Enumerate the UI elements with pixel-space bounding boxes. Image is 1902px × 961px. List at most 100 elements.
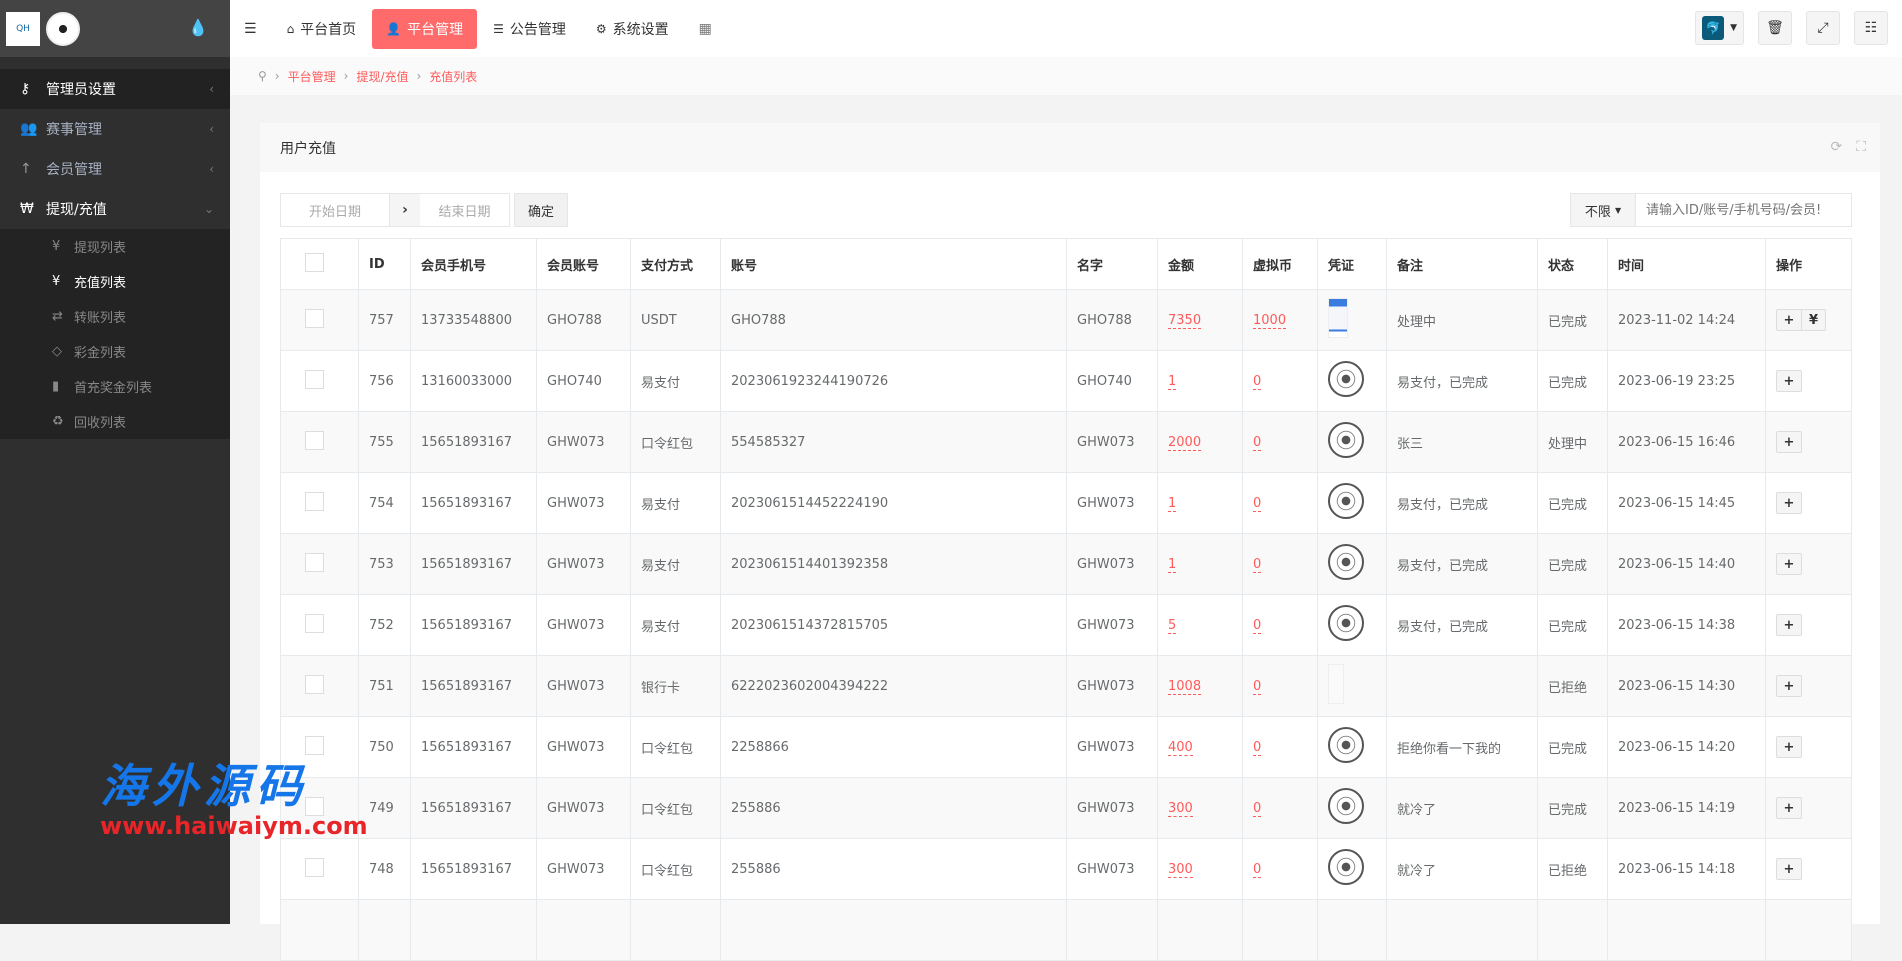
amount-editable[interactable]: 5 — [1168, 617, 1177, 634]
table-row: 753 15651893167 GHW073 易支付 20230615144013923… — [280, 533, 1852, 595]
amount-editable[interactable]: 1 — [1168, 373, 1177, 390]
coin-editable[interactable]: 0 — [1253, 739, 1262, 756]
coin-editable[interactable]: 0 — [1253, 800, 1262, 817]
status-cell: 已拒绝 — [1537, 655, 1608, 717]
user-avatar-dropdown[interactable]: 🐬 ▼ — [1695, 11, 1744, 45]
search-input[interactable] — [1636, 193, 1852, 227]
refresh-icon[interactable]: ⟳ — [1830, 139, 1843, 155]
pay-method-cell: 口令红包 — [630, 716, 721, 778]
row-checkbox[interactable] — [305, 735, 324, 755]
id-cell: 750 — [358, 716, 411, 778]
grid-icon[interactable]: ▦ — [698, 20, 712, 37]
amount-editable[interactable]: 400 — [1168, 739, 1193, 756]
exchange-icon: ⇄ — [52, 309, 63, 324]
time-cell: 2023-06-15 14:38 — [1607, 594, 1766, 656]
voucher-image[interactable] — [1328, 483, 1364, 519]
note-cell: 就冷了 — [1386, 777, 1538, 839]
coin-cell: 0 — [1242, 838, 1318, 900]
menu-toggle-button[interactable]: ☰ — [244, 20, 257, 37]
submenu-item[interactable]: ¥ 提现列表 — [0, 229, 230, 264]
coin-editable[interactable]: 1000 — [1253, 312, 1287, 329]
row-checkbox[interactable] — [305, 857, 324, 877]
breadcrumb-item[interactable]: 平台管理 — [287, 69, 336, 84]
coin-editable[interactable]: 0 — [1253, 861, 1262, 878]
submenu-item[interactable]: ⇄ 转账列表 — [0, 299, 230, 334]
filter-select[interactable]: 不限 ▼ — [1570, 193, 1636, 227]
plus-icon[interactable]: + — [1783, 312, 1795, 328]
voucher-image[interactable] — [1328, 664, 1344, 704]
plus-icon[interactable]: + — [1783, 556, 1795, 572]
coin-editable[interactable]: 0 — [1253, 617, 1262, 634]
row-checkbox[interactable] — [305, 796, 324, 816]
coin-editable[interactable]: 0 — [1253, 678, 1262, 695]
row-checkbox[interactable] — [305, 369, 324, 389]
submenu-item[interactable]: ▮ 首充奖金列表 — [0, 369, 230, 404]
plus-icon[interactable]: + — [1783, 434, 1795, 450]
plus-icon[interactable]: + — [1783, 678, 1795, 694]
plus-icon[interactable]: + — [1783, 373, 1795, 389]
column-header: 金额 — [1157, 238, 1243, 290]
tab-nav-item[interactable]: ⚙ 系统设置 — [582, 9, 683, 49]
row-checkbox[interactable] — [305, 552, 324, 572]
amount-cell: 300 — [1157, 777, 1243, 839]
coin-cell: 0 — [1242, 411, 1318, 473]
breadcrumb-item[interactable]: 提现/充值 — [356, 69, 409, 84]
row-checkbox[interactable] — [305, 491, 324, 511]
submenu-item[interactable]: ¥ 充值列表 — [0, 264, 230, 299]
amount-editable[interactable]: 300 — [1168, 861, 1193, 878]
fullscreen-button[interactable]: ⤢ — [1806, 11, 1840, 45]
phone-cell: 13160033000 — [410, 350, 537, 412]
coin-editable[interactable]: 0 — [1253, 434, 1262, 451]
submenu-item[interactable]: ♻ 回收列表 — [0, 404, 230, 439]
tab-nav-item[interactable]: ⌂ 平台首页 — [273, 9, 371, 49]
voucher-image[interactable] — [1328, 727, 1364, 763]
amount-editable[interactable]: 1 — [1168, 495, 1177, 512]
row-checkbox[interactable] — [305, 430, 324, 450]
voucher-image[interactable] — [1328, 361, 1364, 397]
coin-editable[interactable]: 0 — [1253, 495, 1262, 512]
sidebar-item[interactable]: 👥 赛事管理 ‹ — [0, 109, 230, 149]
sidebar-item[interactable]: ⚷ 管理员设置 ‹ — [0, 69, 230, 109]
plus-icon[interactable]: + — [1783, 800, 1795, 816]
select-all-checkbox[interactable] — [305, 252, 324, 272]
amount-editable[interactable]: 1 — [1168, 556, 1177, 573]
start-date-input[interactable]: 开始日期 — [280, 193, 390, 227]
plus-icon[interactable]: + — [1783, 617, 1795, 633]
account-no-cell: GHO788 — [720, 289, 1067, 351]
voucher-image[interactable] — [1328, 788, 1364, 824]
row-checkbox[interactable] — [305, 308, 324, 328]
theme-drop-icon[interactable]: 💧 — [188, 18, 208, 37]
confirm-button[interactable]: 确定 — [514, 193, 568, 227]
voucher-image[interactable] — [1328, 849, 1364, 885]
end-date-input[interactable]: 结束日期 — [420, 193, 510, 227]
right-panel-button[interactable]: ☷ — [1854, 11, 1888, 45]
voucher-image[interactable] — [1328, 298, 1348, 338]
plus-icon[interactable]: + — [1783, 495, 1795, 511]
submenu-item[interactable]: ◇ 彩金列表 — [0, 334, 230, 369]
row-checkbox[interactable] — [305, 674, 324, 694]
sidebar-item[interactable]: ↑ 会员管理 ‹ — [0, 149, 230, 189]
voucher-image[interactable] — [1328, 544, 1364, 580]
plus-icon[interactable]: + — [1783, 861, 1795, 877]
amount-editable[interactable]: 300 — [1168, 800, 1193, 817]
amount-editable[interactable]: 7350 — [1168, 312, 1202, 329]
plus-icon[interactable]: + — [1783, 739, 1795, 755]
voucher-image[interactable] — [1328, 422, 1364, 458]
tab-nav-item[interactable]: ☰ 公告管理 — [479, 9, 580, 49]
coin-editable[interactable]: 0 — [1253, 556, 1262, 573]
amount-editable[interactable]: 1008 — [1168, 678, 1202, 695]
trash-icon: 🗑 — [1766, 20, 1784, 36]
voucher-image[interactable] — [1328, 605, 1364, 641]
coin-editable[interactable]: 0 — [1253, 373, 1262, 390]
amount-editable[interactable]: 2000 — [1168, 434, 1202, 451]
yen-button[interactable]: ¥ — [1801, 310, 1825, 330]
sidebar-item-label: 赛事管理 — [46, 122, 102, 138]
tab-nav-item[interactable]: 👤 平台管理 — [372, 8, 478, 49]
breadcrumb-item[interactable]: 充值列表 — [429, 69, 478, 84]
user-icon: 👤 — [386, 21, 402, 36]
fullscreen-icon[interactable]: ⛶ — [1856, 139, 1866, 155]
clear-cache-button[interactable]: 🗑 — [1758, 11, 1792, 45]
sidebar-item[interactable]: ₩ 提现/充值 ⌄ — [0, 189, 230, 229]
row-checkbox[interactable] — [305, 613, 324, 633]
recharge-table: ID 会员手机号 会员账号 支付方式 账号 名字 金额 虚拟币 凭证 备注 状态 时间 操作 757 13… — [280, 238, 1852, 961]
